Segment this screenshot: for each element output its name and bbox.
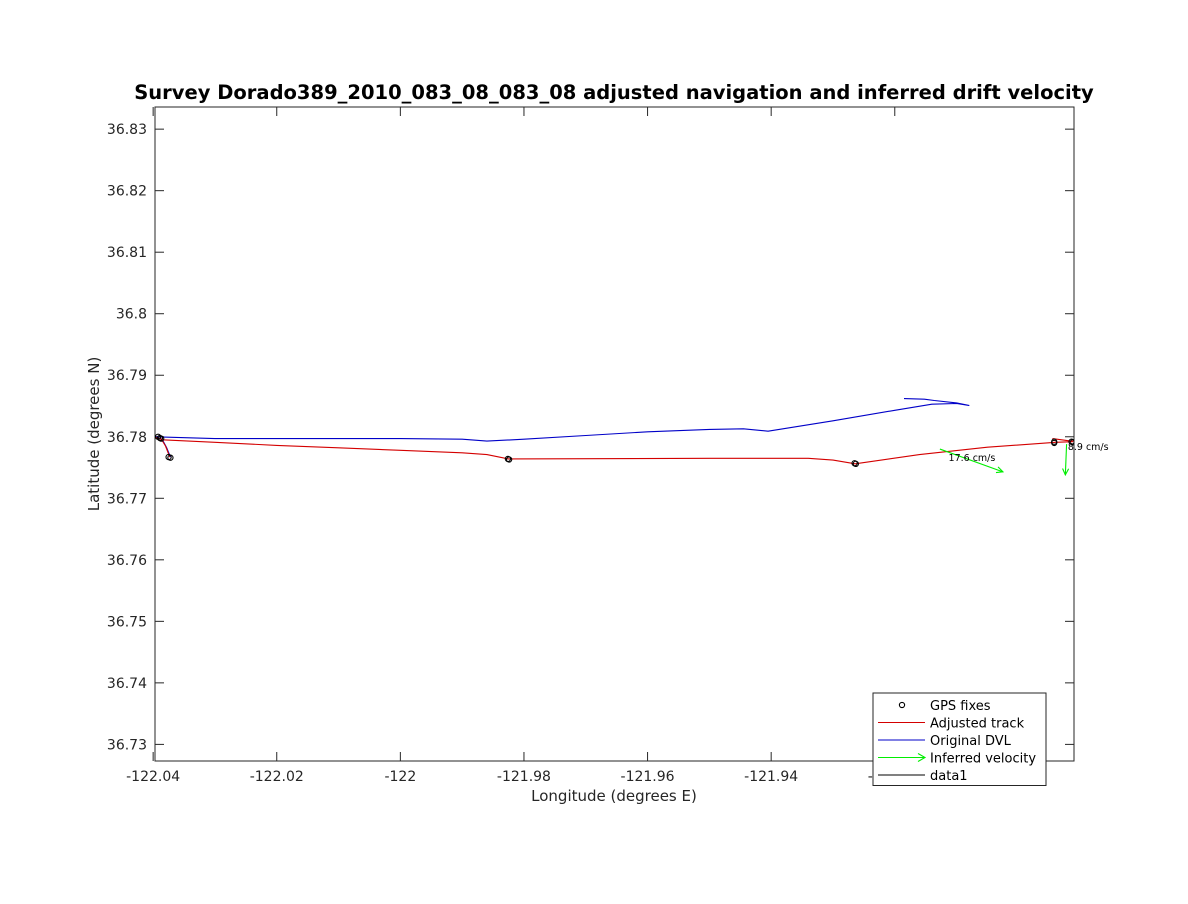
y-tick-label: 36.81	[107, 245, 147, 261]
x-tick-label: -122.04	[126, 769, 180, 785]
original-dvl-line	[155, 398, 970, 442]
velocity-arrow-head	[995, 466, 1005, 474]
velocity-label: 8.9 cm/s	[1068, 442, 1109, 453]
legend-box	[872, 692, 1047, 786]
y-tick-label: 36.83	[107, 122, 147, 138]
legend-label: data1	[930, 769, 968, 784]
x-tick-label: -121.96	[621, 769, 675, 785]
y-tick-label: 36.77	[107, 491, 147, 507]
axis-ticks	[152, 107, 1074, 761]
y-tick-label: 36.78	[107, 430, 147, 446]
gps-fix-marker	[505, 456, 513, 463]
legend-arrow-head	[917, 753, 927, 762]
adjusted-track-line	[1052, 438, 1074, 442]
velocity-arrow	[939, 448, 1004, 473]
y-tick-label: 36.73	[107, 737, 147, 753]
x-tick-label: -122	[384, 769, 416, 785]
velocity-arrow	[1064, 444, 1068, 475]
y-tick-label: 36.74	[107, 676, 147, 692]
adjusted-track-line	[155, 436, 1073, 465]
legend-label: Adjusted track	[930, 717, 1025, 732]
series-layer	[155, 398, 1074, 477]
axis-tick-labels: -122.04-122.02-122-121.98-121.96-121.94-…	[107, 122, 922, 785]
chart-title: Survey Dorado389_2010_083_08_083_08 adju…	[134, 81, 1094, 104]
velocity-label: 17.6 cm/s	[949, 453, 996, 464]
gps-fix-marker	[852, 460, 859, 467]
annotation-layer: 17.6 cm/s 8.9 cm/s	[949, 442, 1109, 464]
legend-label: Original DVL	[930, 734, 1012, 749]
y-tick-label: 36.82	[107, 184, 147, 200]
velocity-arrow-head	[1062, 468, 1070, 477]
y-tick-label: 36.79	[107, 368, 147, 384]
x-tick-label: -121.98	[497, 769, 551, 785]
y-tick-label: 36.76	[107, 553, 147, 569]
legend-label: GPS fixes	[930, 699, 991, 714]
legend-marker	[898, 701, 906, 709]
x-tick-label: -122.02	[250, 769, 304, 785]
gps-fix-marker	[167, 454, 174, 461]
gps-fix-marker	[158, 435, 165, 442]
y-tick-label: 36.75	[107, 614, 147, 630]
gps-fix-marker	[1051, 439, 1058, 447]
gps-fix-marker	[1069, 439, 1074, 446]
x-tick-label: -121.94	[744, 769, 798, 785]
legend-label: Inferred velocity	[930, 752, 1036, 767]
y-axis-label: Latitude (degrees N)	[85, 357, 103, 512]
y-tick-label: 36.8	[116, 307, 147, 323]
x-axis-label: Longitude (degrees E)	[531, 787, 697, 805]
legend: GPS fixes Adjusted track Original DVL Infer…	[872, 692, 1047, 786]
